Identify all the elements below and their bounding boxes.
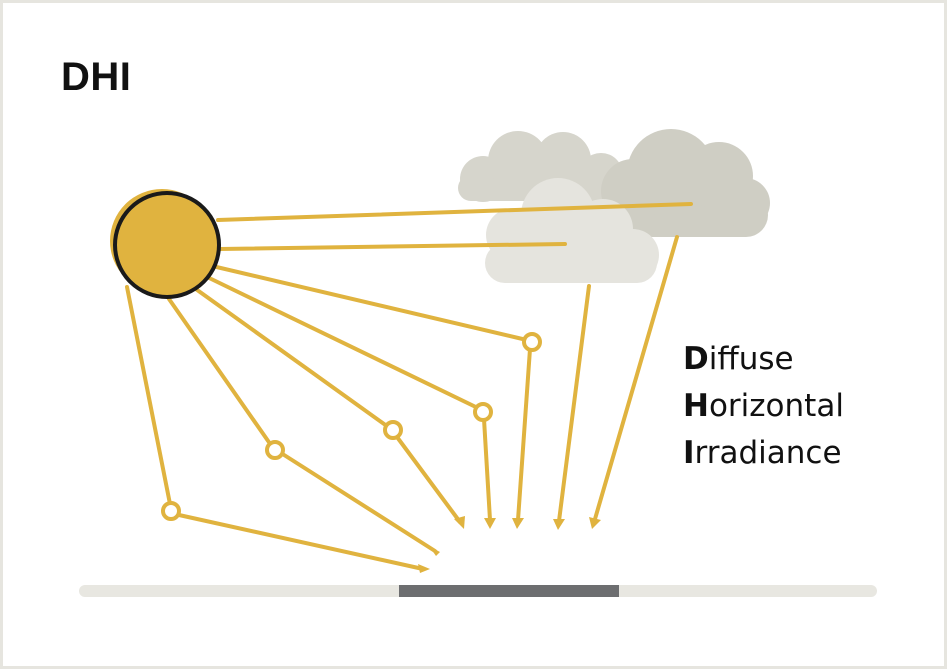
arrowhead-icon xyxy=(454,516,465,529)
scattered-ray-in xyxy=(206,263,533,343)
arrowhead-icon xyxy=(418,564,430,573)
scattered-ray-out xyxy=(177,513,425,571)
scattered-ray-in xyxy=(191,285,393,431)
scatter-point-icon xyxy=(161,501,181,521)
scattered-ray-in xyxy=(201,273,484,412)
scattered-ray-out xyxy=(395,435,462,524)
dhi-illustration xyxy=(79,129,877,597)
arrowhead-icon xyxy=(429,546,440,556)
scattered-ray-out xyxy=(482,417,492,522)
scattered-ray-out xyxy=(516,347,532,522)
horizontal-surface xyxy=(399,585,619,597)
scatter-point-icon xyxy=(473,402,493,422)
legend-line-irradiance: Irradiance xyxy=(683,435,842,471)
cloud-diffuse-ray xyxy=(593,235,679,521)
scatter-point-icon xyxy=(383,420,403,440)
sun-icon xyxy=(110,189,221,299)
cloud-right-icon xyxy=(601,129,770,237)
cloud-front-icon xyxy=(485,178,659,283)
scattered-ray-out xyxy=(279,451,437,553)
legend-line-horizontal: Horizontal xyxy=(683,388,844,424)
direct-ray xyxy=(218,242,567,251)
scattered-ray-in xyxy=(167,297,275,450)
arrowhead-icon xyxy=(512,518,524,529)
dhi-legend: Diffuse Horizontal Irradiance xyxy=(683,336,844,477)
arrowhead-icon xyxy=(553,519,565,530)
diagram-title: DHI xyxy=(61,55,132,99)
cloud-diffuse-ray xyxy=(557,284,591,523)
scatter-point-icon xyxy=(265,440,285,460)
direct-ray xyxy=(216,202,693,222)
scatter-point-icon xyxy=(522,332,542,352)
arrowhead-icon xyxy=(484,518,496,529)
scattered-ray-in xyxy=(125,285,173,511)
arrowhead-icon xyxy=(589,517,601,529)
legend-line-diffuse: Diffuse xyxy=(683,341,794,377)
